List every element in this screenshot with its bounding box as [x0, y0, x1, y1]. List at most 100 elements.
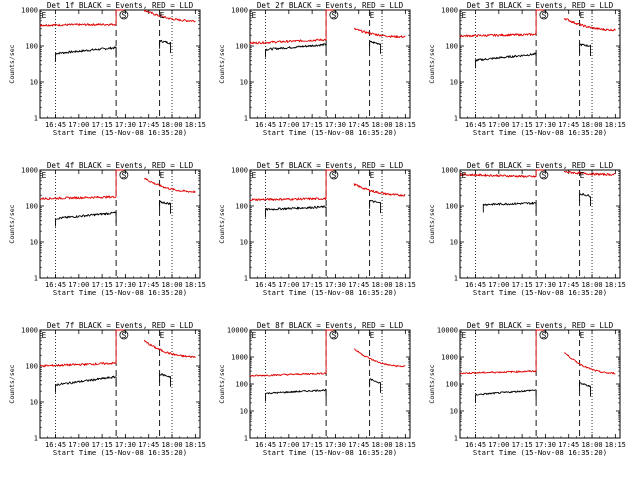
y-tick-label: 100 [25, 43, 38, 51]
segment-marker: S [121, 171, 126, 180]
x-tick-label: 18:00 [161, 281, 182, 289]
x-tick-label: 17:00 [488, 121, 509, 129]
series-line [459, 370, 537, 375]
x-tick-label: 17:45 [138, 441, 159, 449]
series-events [475, 381, 591, 403]
panel-7: Det 7f BLACK = Events, RED = LLD 1 10 100 10… [8, 321, 206, 457]
panel-4: Det 4f BLACK = Events, RED = LLD 1 10 100 10… [8, 161, 206, 297]
y-tick-label: 10 [30, 79, 38, 87]
x-tick-label: 18:15 [395, 281, 416, 289]
y-tick-label: 10000 [437, 327, 458, 335]
x-tick-label: 17:00 [278, 121, 299, 129]
series-line [159, 200, 171, 214]
x-tick-label: 17:45 [348, 121, 369, 129]
panel-title: Det 5f BLACK = Events, RED = LLD [257, 161, 404, 170]
x-axis-label: Start Time (15-Nov-08 16:35:20) [263, 128, 397, 137]
x-tick-label: 17:00 [488, 281, 509, 289]
y-axis-label: Counts/sec [218, 364, 226, 403]
segment-marker: E [42, 331, 47, 340]
panel-title: Det 7f BLACK = Events, RED = LLD [47, 321, 194, 330]
series-line [55, 375, 117, 393]
segment-marker: E [252, 331, 257, 340]
series-line [115, 329, 124, 364]
saa-marker-ring [539, 330, 549, 340]
series-line [265, 43, 327, 58]
series-line [249, 372, 327, 378]
x-tick-label: 17:15 [92, 441, 113, 449]
segment-marker: E [160, 331, 165, 340]
x-tick-label: 17:30 [535, 441, 556, 449]
plot-frame [249, 169, 411, 279]
x-tick-label: 17:30 [115, 441, 136, 449]
panel-title: Det 4f BLACK = Events, RED = LLD [47, 161, 194, 170]
x-tick-label: 16:45 [255, 441, 276, 449]
panel-title: Det 2f BLACK = Events, RED = LLD [257, 1, 404, 10]
segment-marker: E [252, 171, 257, 180]
series-line [143, 339, 196, 359]
plot-frame [39, 9, 201, 119]
x-tick-label: 18:00 [371, 121, 392, 129]
saa-marker-ring [539, 170, 549, 180]
x-tick-label: 17:45 [558, 441, 579, 449]
y-tick-label: 1000 [231, 354, 248, 362]
series-line [459, 33, 537, 38]
panel-6: Det 6f BLACK = Events, RED = LLD 1 10 100 10… [428, 161, 626, 297]
y-axis-label: Counts/sec [428, 44, 436, 83]
panel-title: Det 6f BLACK = Events, RED = LLD [467, 161, 614, 170]
series-line [564, 352, 616, 375]
x-tick-label: 17:30 [325, 121, 346, 129]
series-line [39, 23, 117, 27]
series-line [159, 39, 171, 54]
plot-frame [39, 329, 201, 439]
segment-marker: S [541, 331, 546, 340]
panel-3: Det 3f BLACK = Events, RED = LLD 1 10 100 10… [428, 1, 626, 137]
saa-marker-ring [329, 10, 339, 20]
series-line [55, 46, 117, 62]
y-tick-label: 1000 [21, 7, 38, 15]
series-events [55, 39, 171, 62]
x-axis-label: Start Time (15-Nov-08 16:35:20) [263, 288, 397, 297]
x-tick-label: 18:15 [395, 441, 416, 449]
y-tick-label: 10 [30, 399, 38, 407]
y-tick-label: 1 [454, 115, 458, 123]
x-tick-label: 17:30 [535, 121, 556, 129]
x-axis-label: Start Time (15-Nov-08 16:35:20) [53, 128, 187, 137]
segment-marker: S [331, 171, 336, 180]
y-tick-label: 100 [445, 381, 458, 389]
segment-marker: S [331, 11, 336, 20]
x-tick-label: 18:00 [581, 121, 602, 129]
segment-marker: E [42, 11, 47, 20]
x-axis-label: Start Time (15-Nov-08 16:35:20) [473, 128, 607, 137]
series-line [55, 211, 117, 227]
x-tick-label: 17:45 [558, 121, 579, 129]
series-line [579, 193, 591, 206]
y-tick-label: 10 [240, 239, 248, 247]
x-tick-label: 17:00 [68, 441, 89, 449]
y-tick-label: 100 [25, 363, 38, 371]
x-tick-label: 16:45 [465, 441, 486, 449]
series-line [579, 381, 591, 397]
x-tick-label: 17:45 [138, 121, 159, 129]
saa-marker-ring [119, 10, 129, 20]
segment-marker: E [580, 11, 585, 20]
series-line [159, 373, 171, 387]
segment-marker: S [121, 331, 126, 340]
series-events [475, 43, 591, 69]
series-line [459, 173, 537, 178]
x-tick-label: 16:45 [45, 441, 66, 449]
segment-marker: E [370, 171, 375, 180]
y-tick-label: 1 [454, 435, 458, 443]
x-tick-label: 16:45 [255, 281, 276, 289]
series-line [325, 329, 334, 374]
series-line [249, 197, 327, 202]
series-line [265, 205, 327, 218]
x-tick-label: 17:30 [325, 441, 346, 449]
x-tick-label: 17:15 [512, 441, 533, 449]
x-axis-label: Start Time (15-Nov-08 16:35:20) [473, 448, 607, 457]
x-tick-label: 18:15 [185, 121, 206, 129]
x-axis-label: Start Time (15-Nov-08 16:35:20) [263, 448, 397, 457]
segment-marker: S [541, 11, 546, 20]
x-tick-label: 17:00 [278, 441, 299, 449]
saa-marker-ring [329, 330, 339, 340]
series-events [55, 200, 171, 227]
